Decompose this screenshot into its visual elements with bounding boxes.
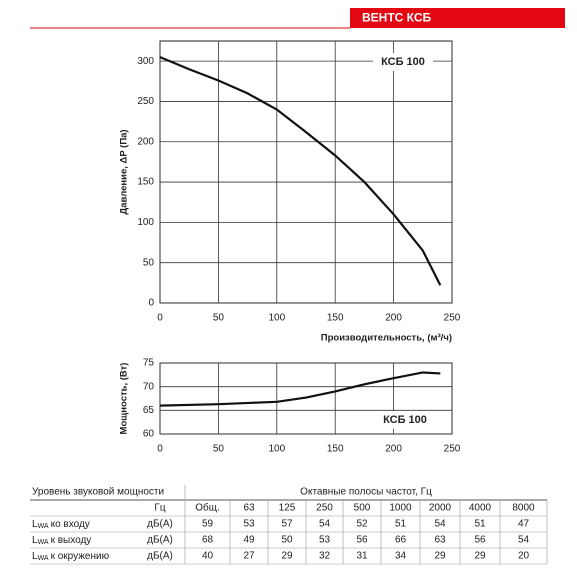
row-text: к выходу [51,535,92,546]
table-cell: 32 [319,551,331,562]
x-tick-label: 200 [385,313,402,324]
x-tick-label: 50 [213,444,225,455]
table-cell: 54 [319,519,331,530]
row-text: ко входу [51,519,90,530]
table-subheader: Общ. [195,502,220,514]
table-subheader: 8000 [512,503,535,514]
table-cell: 47 [518,519,530,530]
y-tick-label: 60 [143,429,155,440]
table-subheader: 63 [243,503,255,514]
annotation-bg [375,411,435,429]
x-tick-label: 150 [327,444,344,455]
table-subheader: Гц [154,503,165,514]
annotation-bg [373,53,433,71]
table-header: Уровень звуковой мощности [32,487,164,498]
row-symbol: L [32,519,38,530]
line-series [159,371,441,407]
table-cell: 51 [474,519,486,530]
y-tick-label: 200 [137,136,154,147]
table-cell: 56 [356,535,368,546]
x-tick-label: 0 [157,444,163,455]
row-symbol-sub: WA [38,523,49,530]
table-cell: 49 [243,535,255,546]
row-label: LWA к выходу [32,535,91,546]
table-cell: 31 [356,551,368,562]
table-subheader: 1000 [389,503,412,514]
table-subheader: 2000 [429,503,452,514]
y-axis-label: Давление, ΔP (Па) [119,129,130,214]
table-cell: 51 [395,519,407,530]
y-tick-label: 65 [143,405,155,416]
x-tick-label: 100 [268,313,285,324]
row-unit: дБ(А) [147,519,173,530]
table-cell: 27 [243,551,255,562]
table-subheader: 4000 [469,503,492,514]
table-cell: 59 [202,519,214,530]
table-cell: 29 [434,551,446,562]
line-series [159,56,442,286]
y-tick-label: 300 [137,56,154,67]
table-subheader: 500 [354,503,371,514]
table-cell: 40 [202,551,214,562]
x-tick-label: 150 [327,313,344,324]
table-cell: 53 [243,519,255,530]
table-cell: 54 [518,535,530,546]
table-cell: 34 [395,551,407,562]
row-symbol: L [32,535,38,546]
table-cell: 57 [281,519,293,530]
x-tick-label: 200 [385,444,402,455]
table-cell: 54 [434,519,446,530]
y-tick-label: 75 [143,358,155,369]
row-text: к окружению [51,551,110,562]
y-tick-label: 70 [143,381,155,392]
y-tick-label: 250 [137,96,154,107]
table-cell: 56 [474,535,486,546]
table-cell: 52 [356,519,368,530]
row-label: LWA к окружению [32,551,110,562]
row-symbol-sub: WA [38,555,49,562]
table-cell: 50 [281,535,293,546]
header-box [350,8,565,28]
table-cell: 68 [202,535,214,546]
row-symbol: L [32,551,38,562]
table-cell: 63 [434,535,446,546]
annotation: КСБ 100 [381,56,425,68]
x-axis-label: Производительность, (м³/ч) [321,333,452,344]
annotation: КСБ 100 [383,414,427,426]
row-unit: дБ(А) [147,551,173,562]
x-tick-label: 250 [444,313,461,324]
row-unit: дБ(А) [147,535,173,546]
table-subheader: 125 [279,503,296,514]
y-axis-label: Мощность, (Вт) [119,363,130,435]
y-tick-label: 50 [143,257,155,268]
table-cell: 29 [474,551,486,562]
table-cell: 29 [281,551,293,562]
row-label: LWA ко входу [32,519,90,530]
header-title: ВЕНТС КСБ [362,11,431,25]
y-tick-label: 150 [137,177,154,188]
x-tick-label: 100 [268,444,285,455]
plot-frame [159,40,453,304]
table-cell: 66 [395,535,407,546]
table-header: Октавные полосы частот, Гц [300,487,432,498]
table-cell: 20 [518,551,530,562]
table-cell: 53 [319,535,331,546]
y-tick-label: 0 [148,298,154,309]
y-tick-label: 100 [137,217,154,228]
x-tick-label: 0 [157,313,163,324]
x-tick-label: 50 [213,313,225,324]
table-subheader: 250 [316,503,333,514]
row-symbol-sub: WA [38,539,49,546]
x-tick-label: 250 [444,444,461,455]
